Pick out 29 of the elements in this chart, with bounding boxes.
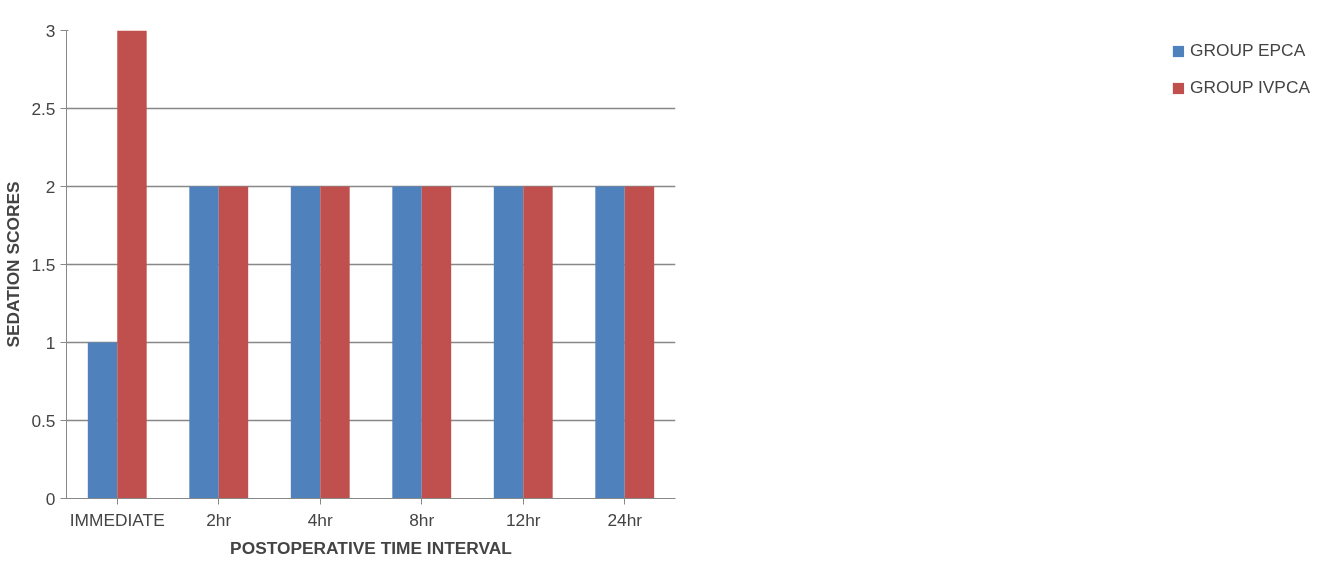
bar	[624, 186, 655, 499]
bar	[189, 186, 219, 499]
legend-label: GROUP IVPCA	[1189, 77, 1310, 98]
x-axis-title: POSTOPERATIVE TIME INTERVAL	[230, 537, 513, 558]
bar	[523, 186, 553, 499]
bar	[595, 186, 625, 499]
bar	[421, 186, 452, 499]
legend-label: GROUP EPCA	[1189, 40, 1306, 61]
y-tick-label: 3	[45, 20, 56, 41]
x-tick-label: 8hr	[409, 509, 435, 530]
bar	[493, 186, 524, 499]
bar	[218, 186, 249, 499]
bar	[320, 186, 350, 499]
bar	[87, 342, 118, 499]
x-tick-label: 12hr	[505, 509, 541, 530]
y-tick-label: 1.5	[31, 254, 56, 275]
bar	[392, 186, 422, 499]
x-tick-label: IMMEDIATE	[69, 509, 165, 530]
bar	[117, 30, 147, 499]
y-axis-title: SEDATION SCORES	[3, 181, 24, 348]
y-tick-label: 2	[45, 176, 56, 197]
bar	[290, 186, 321, 499]
x-tick-label: 4hr	[307, 509, 333, 530]
x-tick-label: 24hr	[607, 509, 643, 530]
x-tick-label: 2hr	[206, 509, 232, 530]
y-tick-label: 2.5	[31, 98, 56, 119]
y-tick-label: 0	[45, 488, 56, 509]
y-tick-label: 1	[45, 332, 56, 353]
y-tick-label: 0.5	[31, 410, 56, 431]
